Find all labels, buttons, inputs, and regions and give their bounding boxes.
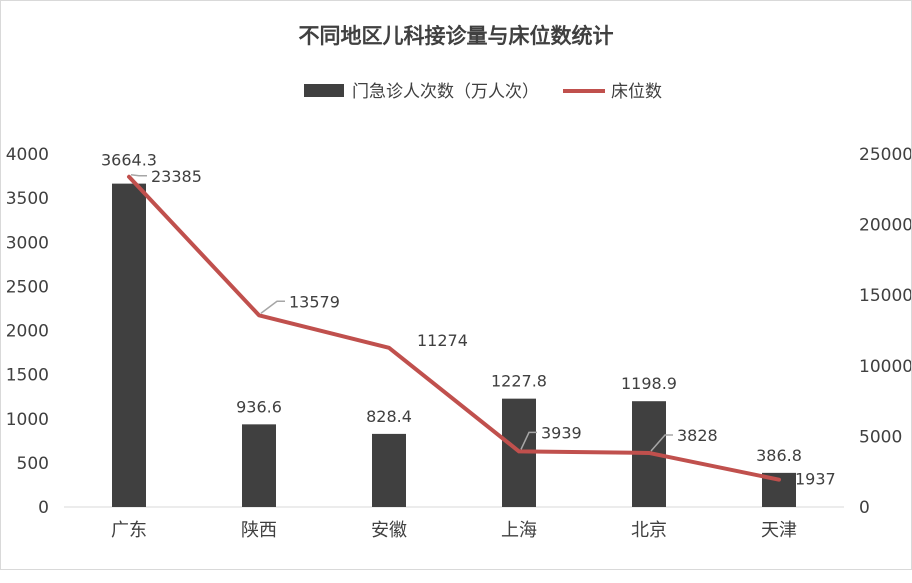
- right-tick-label: 0: [859, 498, 870, 518]
- left-tick-label: 2000: [6, 322, 49, 342]
- line-data-labels: 23385 13579 11274 3939 3828 1937: [130, 167, 836, 489]
- x-axis-ticks: 广东 陕西 安徽 上海 北京 天津: [111, 520, 797, 541]
- x-tick-label: 北京: [631, 520, 667, 541]
- bar-data-label: 3664.3: [101, 151, 157, 170]
- left-axis-ticks: 0 500 1000 1500 2000 2500 3000 3500 4000: [6, 145, 49, 518]
- x-tick-label: 安徽: [371, 520, 407, 541]
- chart-title: 不同地区儿科接诊量与床位数统计: [299, 24, 614, 48]
- label-leader-line: [650, 434, 673, 452]
- right-tick-label: 15000: [859, 286, 911, 306]
- label-leader-line: [130, 174, 147, 177]
- legend-bar-swatch: [304, 84, 344, 97]
- legend: 门急诊人次数（万人次） 床位数: [304, 82, 662, 102]
- left-tick-label: 1500: [6, 366, 49, 386]
- line-data-label: 13579: [289, 292, 340, 311]
- label-leader-line: [260, 300, 285, 314]
- line-data-label: 3828: [677, 426, 718, 445]
- line-data-label: 3939: [541, 423, 582, 442]
- bar-data-label: 1227.8: [491, 372, 547, 391]
- left-tick-label: 3000: [6, 233, 49, 253]
- line-data-label: 1937: [795, 470, 836, 489]
- x-tick-label: 广东: [111, 520, 147, 541]
- right-tick-label: 5000: [859, 427, 902, 447]
- x-tick-label: 陕西: [241, 520, 277, 541]
- right-tick-label: 20000: [859, 216, 911, 236]
- label-leader-line: [520, 431, 537, 450]
- left-tick-label: 500: [17, 454, 49, 474]
- x-tick-label: 天津: [761, 520, 797, 541]
- bar-data-label: 828.4: [366, 407, 412, 426]
- left-tick-label: 1000: [6, 410, 49, 430]
- combo-chart: 不同地区儿科接诊量与床位数统计 门急诊人次数（万人次） 床位数 0 500 1000…: [6, 24, 912, 541]
- left-tick-label: 3500: [6, 189, 49, 209]
- line-data-label: 23385: [151, 167, 202, 186]
- bar-data-label: 386.8: [756, 446, 802, 465]
- bar-data-label: 1198.9: [621, 374, 677, 393]
- line-data-label: 11274: [417, 331, 468, 350]
- right-tick-label: 10000: [859, 357, 911, 377]
- bar: [112, 183, 146, 507]
- chart-frame: 不同地区儿科接诊量与床位数统计 门急诊人次数（万人次） 床位数 0 500 1000…: [0, 0, 912, 570]
- right-tick-label: 25000: [859, 145, 911, 165]
- legend-bar-label: 门急诊人次数（万人次）: [352, 82, 539, 102]
- bar: [372, 433, 406, 507]
- line-series: [127, 174, 781, 482]
- left-tick-label: 2500: [6, 277, 49, 297]
- bar: [242, 424, 276, 507]
- bar-data-label: 936.6: [236, 397, 282, 416]
- bar-data-labels: 3664.3 936.6 828.4 1227.8 1198.9 386.8: [101, 151, 802, 465]
- left-tick-label: 0: [38, 498, 49, 518]
- legend-line-label: 床位数: [611, 82, 662, 102]
- series-line: [127, 174, 781, 482]
- x-tick-label: 上海: [501, 520, 537, 541]
- left-tick-label: 4000: [6, 145, 49, 165]
- right-axis-ticks: 0 5000 10000 15000 20000 25000: [859, 145, 912, 518]
